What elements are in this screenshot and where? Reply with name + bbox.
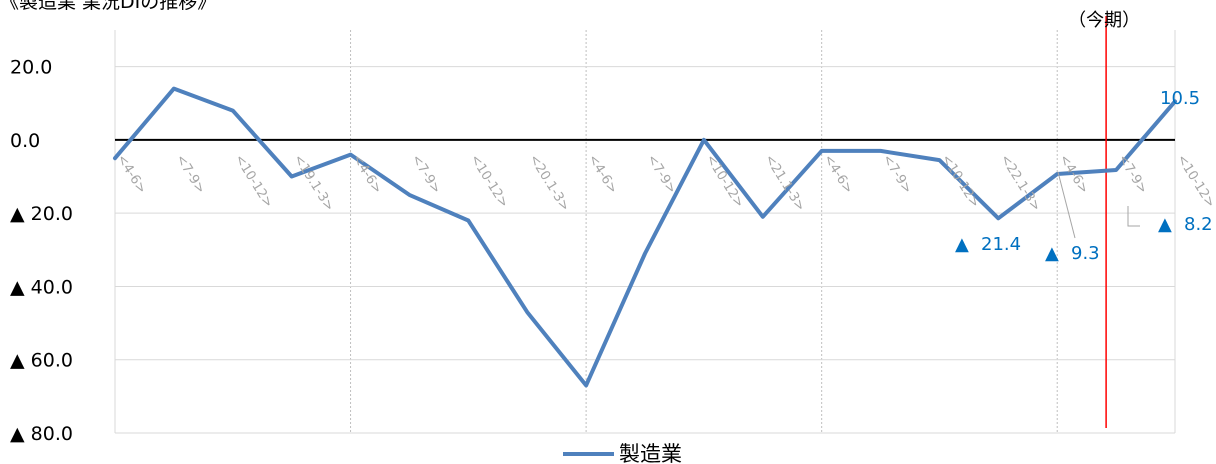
data-label-marker: ▲ — [1045, 243, 1059, 264]
x-tick-label: <20.1-3> — [526, 152, 572, 214]
x-tick-label: <4-6> — [820, 152, 856, 196]
x-tick-label: <10-12> — [467, 152, 511, 210]
x-tick-label: <22.1-3> — [997, 152, 1043, 214]
y-tick-label: ▲ 80.0 — [10, 423, 73, 445]
data-label-marker: ▲ — [1158, 214, 1172, 235]
data-label-leader-line — [1057, 171, 1076, 239]
x-tick-label: <4-6> — [585, 152, 621, 196]
data-label-leader-line — [1127, 206, 1140, 227]
x-tick-label: <7-9> — [1115, 152, 1151, 196]
x-tick-label: <21.1-3> — [761, 152, 807, 214]
y-tick-label: ▲ 60.0 — [10, 350, 73, 372]
x-tick-label: <7-9> — [172, 152, 208, 196]
y-tick-label: 0.0 — [10, 130, 40, 152]
data-label-value: 9.3 — [1071, 243, 1100, 264]
x-tick-label: <7-9> — [408, 152, 444, 196]
data-label-value: 8.2 — [1184, 214, 1213, 235]
x-tick-label: <10-12> — [938, 152, 982, 210]
chart-title: 《製造業 業況DIの推移》 — [0, 0, 216, 13]
x-tick-label: <7-9> — [644, 152, 680, 196]
data-label-marker: ▲ — [955, 234, 969, 255]
x-tick-label: <4-6> — [114, 152, 150, 196]
y-tick-label: 20.0 — [10, 57, 52, 79]
x-tick-label: <10-12> — [702, 152, 746, 210]
y-tick-label: ▲ 20.0 — [10, 203, 73, 225]
legend-label: 製造業 — [619, 442, 682, 464]
data-label-value: 21.4 — [981, 234, 1021, 255]
x-tick-label: <7-9> — [879, 152, 915, 196]
current-period-label: （今期） — [1068, 10, 1140, 31]
x-tick-label: <10-12> — [1174, 152, 1216, 210]
x-tick-label: <10-12> — [231, 152, 275, 210]
series-line-seizougyo — [113, 86, 1177, 388]
y-tick-label: ▲ 40.0 — [10, 276, 73, 298]
data-label-value: 10.5 — [1160, 88, 1200, 109]
